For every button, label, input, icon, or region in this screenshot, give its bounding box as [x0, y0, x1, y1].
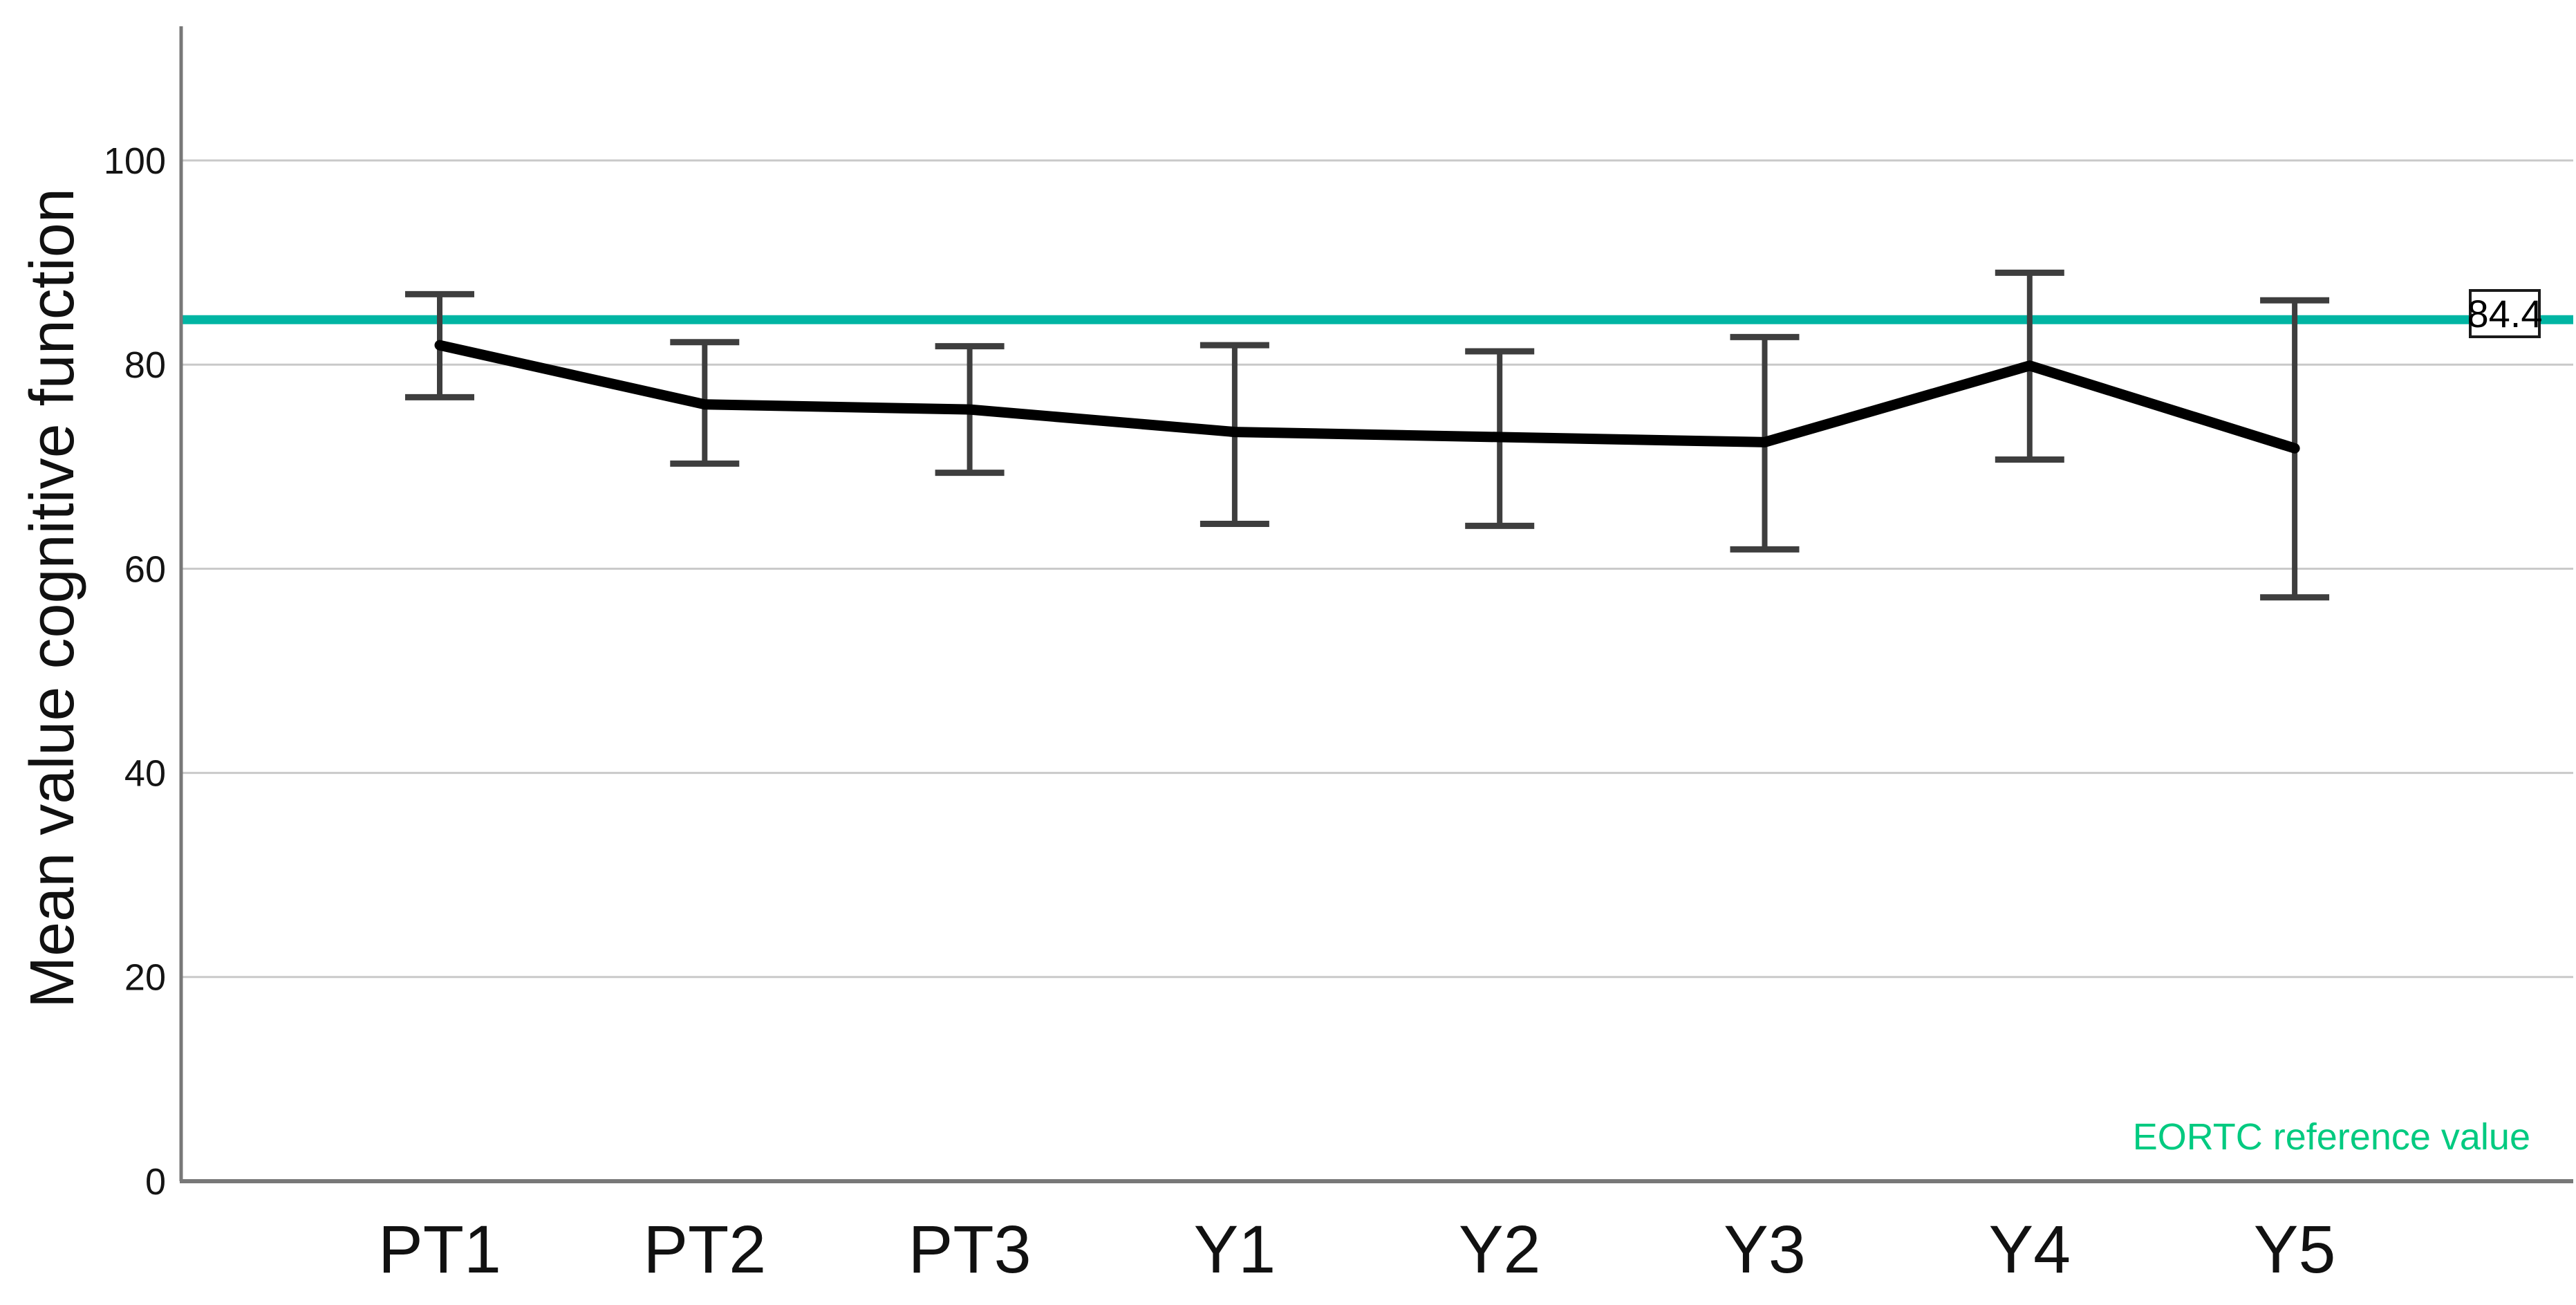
- eortc-reference-annotation: EORTC reference value: [2133, 1116, 2530, 1158]
- x-category-label-Y2: Y2: [1459, 1212, 1541, 1287]
- y-tick-label-60: 60: [124, 548, 166, 590]
- x-category-label-Y3: Y3: [1724, 1212, 1806, 1287]
- y-tick-label-80: 80: [124, 344, 166, 386]
- y-axis-title: Mean value cognitive function: [18, 188, 87, 1008]
- x-category-label-Y1: Y1: [1194, 1212, 1276, 1287]
- x-category-label-PT1: PT1: [378, 1212, 501, 1287]
- x-category-label-PT3: PT3: [908, 1212, 1032, 1287]
- reference-value-label-box: [2469, 289, 2541, 338]
- x-category-label-Y5: Y5: [2254, 1212, 2336, 1287]
- x-category-label-Y4: Y4: [1988, 1212, 2071, 1287]
- y-tick-label-0: 0: [145, 1161, 166, 1203]
- series-line-mean-cognitive-function: [434, 340, 2300, 454]
- y-tick-label-20: 20: [124, 957, 166, 999]
- y-tick-label-40: 40: [124, 753, 166, 795]
- x-category-label-PT2: PT2: [643, 1212, 766, 1287]
- y-tick-label-100: 100: [104, 140, 166, 182]
- reference-value-label: 84.4: [2467, 292, 2543, 335]
